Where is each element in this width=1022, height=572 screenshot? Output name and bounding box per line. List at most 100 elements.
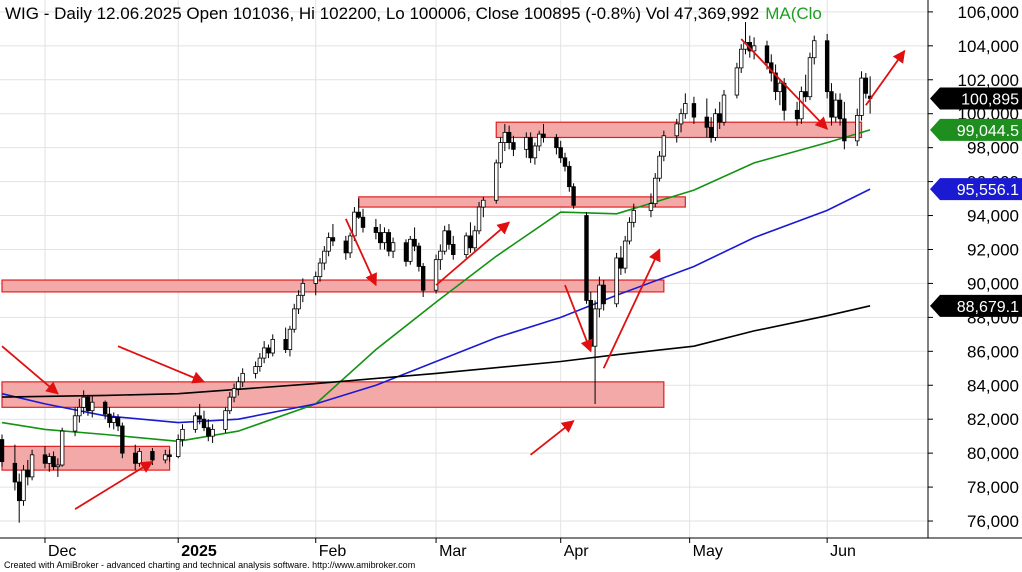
candle bbox=[133, 444, 138, 471]
candle-body bbox=[176, 439, 181, 457]
candle bbox=[412, 227, 417, 252]
candle-body bbox=[210, 428, 215, 437]
candle bbox=[90, 395, 95, 418]
y-tick-label: 106,000 bbox=[958, 3, 1019, 22]
candle bbox=[588, 291, 593, 350]
candle-body bbox=[584, 215, 589, 301]
chart-header-info: WIG - Daily 12.06.2025 Open 101036, Hi 1… bbox=[5, 4, 822, 23]
candle bbox=[571, 183, 576, 209]
candle-body bbox=[107, 413, 112, 423]
candle bbox=[0, 434, 5, 467]
candle-body bbox=[253, 366, 258, 374]
candle-body bbox=[326, 237, 331, 252]
candle-body bbox=[343, 240, 349, 254]
candle bbox=[42, 446, 48, 469]
candle bbox=[163, 449, 168, 464]
candle-body bbox=[674, 123, 679, 137]
candle bbox=[446, 224, 452, 250]
candle bbox=[81, 390, 86, 415]
candle bbox=[532, 142, 538, 165]
candle bbox=[343, 235, 349, 260]
candle-body bbox=[287, 328, 293, 351]
candle-body bbox=[734, 67, 740, 96]
value-badge-bg bbox=[930, 118, 1022, 141]
candle bbox=[442, 225, 447, 255]
candle bbox=[803, 74, 808, 102]
candle-body bbox=[433, 259, 439, 291]
candle bbox=[236, 376, 241, 396]
annotation-arrow bbox=[74, 460, 154, 510]
candle bbox=[382, 227, 387, 250]
candle-body bbox=[201, 418, 207, 429]
candle-body bbox=[55, 464, 61, 468]
candle-body bbox=[751, 45, 757, 52]
candle bbox=[102, 400, 108, 420]
candle bbox=[773, 64, 778, 101]
candle-body bbox=[842, 118, 847, 142]
candle-body bbox=[481, 199, 486, 208]
candle-body bbox=[163, 454, 168, 461]
annotation-arrow bbox=[564, 284, 593, 353]
candle bbox=[494, 159, 499, 204]
candle bbox=[313, 271, 318, 296]
candle-body bbox=[799, 91, 804, 120]
candle bbox=[691, 96, 697, 124]
candle-body bbox=[352, 211, 357, 237]
candle-body bbox=[567, 165, 572, 188]
candle-body bbox=[661, 135, 667, 157]
value-badge: 95,556.1 bbox=[930, 178, 1022, 201]
candle-body bbox=[601, 284, 606, 305]
candle-body bbox=[541, 133, 546, 138]
y-tick-label: 86,000 bbox=[967, 342, 1019, 361]
value-badge-bg bbox=[930, 294, 1022, 317]
candle bbox=[227, 392, 232, 415]
zone-rect bbox=[358, 196, 686, 208]
candle-body bbox=[764, 45, 770, 64]
y-tick-label: 98,000 bbox=[967, 139, 1019, 158]
candle-body bbox=[812, 40, 817, 59]
candle bbox=[197, 403, 202, 425]
y-tick-label: 92,000 bbox=[967, 240, 1019, 259]
candle-body bbox=[240, 372, 245, 383]
candle bbox=[704, 98, 710, 138]
annotation-arrow bbox=[1, 345, 59, 395]
candle bbox=[176, 434, 181, 459]
candle bbox=[859, 71, 864, 121]
value-badge-bg bbox=[930, 178, 1022, 201]
candle-body bbox=[266, 347, 271, 354]
candle bbox=[537, 130, 542, 152]
candle-body bbox=[476, 206, 482, 232]
candle-body bbox=[614, 257, 619, 305]
candle bbox=[584, 212, 589, 304]
candle bbox=[72, 407, 78, 437]
candle-body bbox=[739, 48, 744, 69]
candle-body bbox=[472, 230, 477, 249]
candle-body bbox=[111, 417, 116, 423]
candle-body bbox=[377, 232, 383, 244]
candle bbox=[25, 459, 30, 486]
candle-body bbox=[85, 396, 91, 412]
candle bbox=[502, 123, 508, 152]
candle bbox=[777, 79, 783, 106]
candle bbox=[721, 89, 727, 126]
candle-body bbox=[77, 406, 82, 417]
candle bbox=[824, 33, 830, 99]
x-tick-label: Jun bbox=[830, 543, 856, 560]
candle bbox=[167, 449, 172, 462]
candle-body bbox=[322, 250, 327, 264]
candle bbox=[403, 239, 409, 267]
candle-body bbox=[524, 137, 529, 150]
candle bbox=[416, 242, 422, 272]
candle-body bbox=[622, 240, 628, 269]
candle-body bbox=[824, 40, 830, 93]
candle-body bbox=[120, 425, 125, 454]
x-tick-label: Dec bbox=[48, 543, 76, 560]
candle-body bbox=[657, 155, 662, 179]
candle bbox=[120, 422, 125, 459]
candle-body bbox=[807, 57, 813, 98]
candle bbox=[51, 451, 56, 471]
value-badge-label: 100,895 bbox=[961, 92, 1019, 109]
candle-body bbox=[558, 147, 563, 159]
candle bbox=[739, 44, 744, 73]
candle bbox=[661, 130, 667, 162]
